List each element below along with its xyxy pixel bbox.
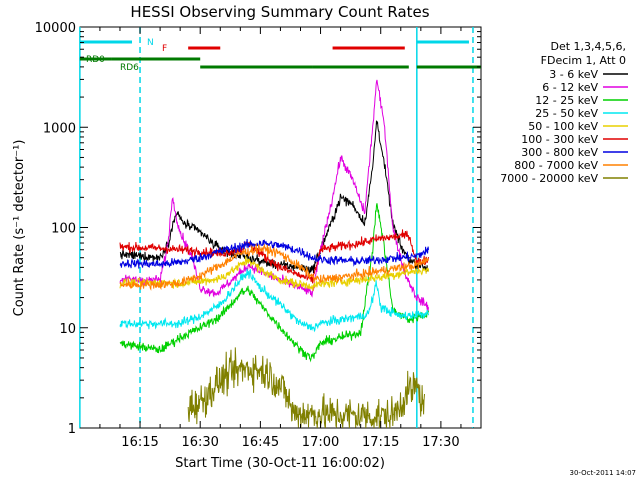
x-tick-label-6: 17:30: [422, 435, 459, 450]
legend-header-line-1: Det 1,3,4,5,6,: [550, 40, 626, 53]
legend-item-6: 100 - 300 keV: [521, 133, 598, 146]
y-tick-label-1: 1: [68, 422, 76, 437]
marker-lines: [79, 27, 474, 428]
y-tick-label-3: 100: [51, 222, 76, 237]
x-tick-label-4: 17:00: [302, 435, 339, 450]
footer-timestamp: 30-Oct-2011 14:07: [570, 469, 636, 477]
y-axis-label: Count Rate (s⁻¹ detector⁻¹): [12, 140, 27, 317]
x-tick-label-3: 16:45: [242, 435, 279, 450]
legend-item-9: 7000 - 20000 keV: [500, 172, 598, 185]
legend: Det 1,3,4,5,6, FDecim 1, Att 0 3 - 6 keV…: [500, 40, 628, 185]
series-lines: [119, 79, 429, 429]
flag-label-rd0: RD0: [86, 55, 105, 65]
flag-label-f: F: [162, 44, 167, 54]
series-line-6: [119, 229, 429, 284]
legend-item-1: 3 - 6 keV: [549, 68, 598, 81]
legend-item-2: 6 - 12 keV: [542, 81, 598, 94]
x-axis-label: Start Time (30-Oct-11 16:00:02): [175, 456, 385, 471]
series-line-2: [119, 79, 429, 311]
series-line-7: [119, 238, 429, 269]
y-tick-label-5: 10000: [35, 21, 76, 36]
flag-label-n: N: [147, 38, 154, 48]
series-line-5: [119, 256, 429, 292]
x-tick-label-2: 16:30: [181, 435, 218, 450]
legend-item-8: 800 - 7000 keV: [514, 159, 598, 172]
series-line-8: [119, 243, 429, 291]
legend-item-7: 300 - 800 keV: [521, 146, 598, 159]
x-tick-label-5: 17:15: [362, 435, 399, 450]
axis-ticks: 16:15 16:30 16:45 17:00 17:15 17:30 1 10 100 1000…: [35, 21, 481, 450]
legend-item-5: 50 - 100 keV: [528, 120, 598, 133]
series-line-4: [119, 268, 429, 333]
flag-bars: NF RD0 RD6: [79, 38, 481, 73]
series-line-9: [187, 347, 425, 429]
legend-header-line-2: FDecim 1, Att 0: [541, 54, 626, 67]
x-tick-label-1: 16:15: [121, 435, 158, 450]
y-tick-label-4: 1000: [43, 121, 76, 136]
chart-title: HESSI Observing Summary Count Rates: [130, 3, 429, 21]
y-tick-label-2: 10: [59, 322, 76, 337]
flag-label-rd6: RD6: [120, 63, 139, 73]
legend-item-4: 25 - 50 keV: [535, 107, 598, 120]
legend-item-3: 12 - 25 keV: [535, 94, 598, 107]
series-line-3: [119, 203, 429, 363]
